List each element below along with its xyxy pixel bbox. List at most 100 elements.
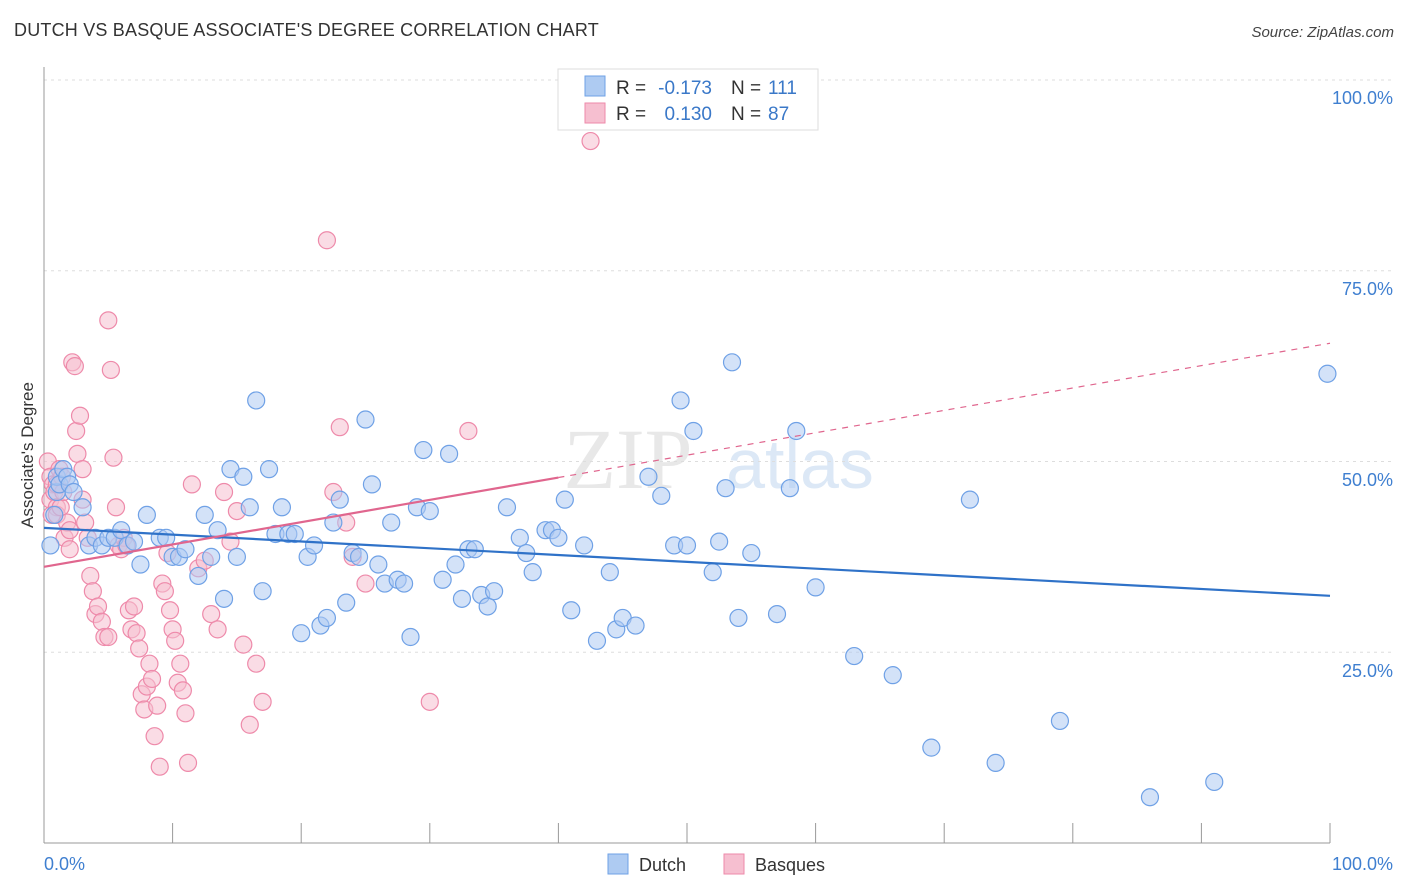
dutch-point-91 bbox=[684, 421, 703, 441]
basques-point-50 bbox=[142, 669, 162, 689]
dutch-point-105 bbox=[960, 490, 980, 509]
dutch-point-9 bbox=[73, 498, 92, 517]
dutch-point-43 bbox=[304, 536, 324, 555]
legend-swatch-basques bbox=[584, 102, 606, 124]
basques-point-77 bbox=[317, 231, 337, 250]
dutch-point-74 bbox=[523, 563, 542, 582]
dutch-point-28 bbox=[208, 521, 227, 540]
dutch-trend-line bbox=[43, 526, 1331, 597]
legend-r-value-dutch: -0.173 bbox=[658, 78, 712, 99]
dutch-point-55 bbox=[382, 513, 401, 532]
chart-title: DUTCH VS BASQUE ASSOCIATE'S DEGREE CORRE… bbox=[14, 20, 599, 40]
dutch-point-89 bbox=[671, 391, 690, 410]
dutch-point-86 bbox=[639, 467, 658, 486]
dutch-point-78 bbox=[555, 490, 574, 509]
source-label: Source: ZipAtlas.com bbox=[1251, 24, 1394, 41]
dutch-point-33 bbox=[240, 498, 259, 517]
basques-point-59 bbox=[166, 631, 185, 650]
dutch-point-81 bbox=[587, 631, 607, 650]
dutch-point-61 bbox=[420, 501, 439, 521]
dutch-point-85 bbox=[626, 616, 645, 635]
legend-swatch-dutch bbox=[584, 75, 606, 97]
bottom-legend-swatch-dutch bbox=[607, 853, 629, 875]
dutch-point-70 bbox=[485, 582, 504, 601]
dutch-point-51 bbox=[356, 410, 375, 429]
y-tick-label-50: 50.0% bbox=[1342, 470, 1393, 490]
dutch-point-18 bbox=[131, 555, 150, 574]
x-tick-label-100: 100.0% bbox=[1332, 854, 1393, 874]
basques-point-73 bbox=[234, 635, 253, 654]
legend-n-value-basques: 87 bbox=[768, 104, 789, 125]
basques-point-57 bbox=[160, 601, 180, 620]
basques-point-34 bbox=[101, 360, 120, 380]
dutch-point-63 bbox=[439, 444, 459, 463]
series-dutch bbox=[41, 353, 1337, 807]
dutch-point-26 bbox=[195, 505, 214, 525]
dutch-point-31 bbox=[227, 547, 246, 566]
watermark-zip: ZIP bbox=[564, 411, 693, 507]
dutch-point-71 bbox=[497, 498, 517, 517]
basques-point-83 bbox=[420, 692, 439, 711]
dutch-point-95 bbox=[722, 353, 742, 372]
dutch-point-110 bbox=[1318, 364, 1337, 383]
dutch-point-93 bbox=[710, 532, 729, 551]
dutch-point-38 bbox=[272, 498, 292, 517]
dutch-point-65 bbox=[452, 589, 472, 608]
basques-point-70 bbox=[214, 482, 234, 502]
dutch-point-87 bbox=[652, 486, 671, 505]
dutch-point-52 bbox=[362, 475, 382, 494]
dutch-point-79 bbox=[562, 601, 581, 620]
dutch-point-100 bbox=[787, 421, 806, 441]
dutch-point-102 bbox=[845, 646, 864, 666]
basques-point-51 bbox=[145, 727, 164, 746]
basques-point-29 bbox=[88, 597, 108, 616]
dutch-point-104 bbox=[922, 738, 941, 757]
dutch-point-98 bbox=[767, 604, 787, 624]
basques-point-75 bbox=[247, 654, 266, 673]
series-basques bbox=[38, 131, 600, 776]
dutch-point-58 bbox=[401, 627, 420, 647]
y-tick-label-75: 75.0% bbox=[1342, 279, 1393, 299]
basques-point-43 bbox=[124, 597, 144, 616]
dutch-point-34 bbox=[247, 391, 266, 410]
basques-point-55 bbox=[155, 582, 174, 601]
basques-point-36 bbox=[106, 498, 126, 517]
dutch-point-45 bbox=[317, 608, 337, 628]
basques-point-76 bbox=[253, 692, 272, 711]
y-tick-label-25: 25.0% bbox=[1342, 661, 1393, 681]
dutch-point-15 bbox=[112, 521, 131, 540]
dutch-point-96 bbox=[729, 608, 748, 628]
basques-point-22 bbox=[73, 460, 92, 479]
dutch-point-25 bbox=[189, 566, 208, 586]
dutch-point-80 bbox=[575, 536, 594, 555]
dutch-point-72 bbox=[510, 528, 529, 547]
dutch-point-53 bbox=[369, 555, 388, 574]
basques-point-62 bbox=[173, 681, 192, 700]
dutch-point-69 bbox=[478, 597, 497, 616]
basques-point-85 bbox=[581, 131, 600, 151]
dutch-point-108 bbox=[1140, 788, 1160, 807]
bottom-legend-swatch-basques bbox=[723, 853, 745, 875]
basques-point-49 bbox=[140, 654, 159, 673]
basques-point-64 bbox=[178, 753, 198, 772]
dutch-point-19 bbox=[137, 505, 156, 525]
dutch-point-101 bbox=[806, 578, 825, 597]
basques-point-79 bbox=[330, 418, 349, 437]
dutch-point-41 bbox=[292, 624, 311, 643]
basques-trend-line bbox=[43, 476, 559, 568]
correlation-legend: R = -0.173 N = 111 R = 0.130 N = 87 bbox=[557, 68, 819, 131]
basques-point-19 bbox=[67, 421, 86, 441]
legend-r-label-dutch: R = bbox=[616, 78, 646, 99]
dutch-point-94 bbox=[716, 479, 735, 498]
dutch-point-35 bbox=[253, 582, 272, 601]
legend-n-label-dutch: N = bbox=[731, 78, 761, 99]
basques-point-21 bbox=[70, 406, 90, 425]
basques-point-27 bbox=[83, 582, 102, 601]
dutch-point-82 bbox=[600, 563, 619, 582]
dutch-point-107 bbox=[1050, 711, 1070, 731]
dutch-point-64 bbox=[446, 555, 465, 574]
dutch-point-99 bbox=[780, 479, 799, 498]
dutch-point-24 bbox=[176, 540, 195, 559]
bottom-legend-label-basques: Basques bbox=[755, 855, 825, 875]
dutch-point-1 bbox=[45, 505, 64, 525]
